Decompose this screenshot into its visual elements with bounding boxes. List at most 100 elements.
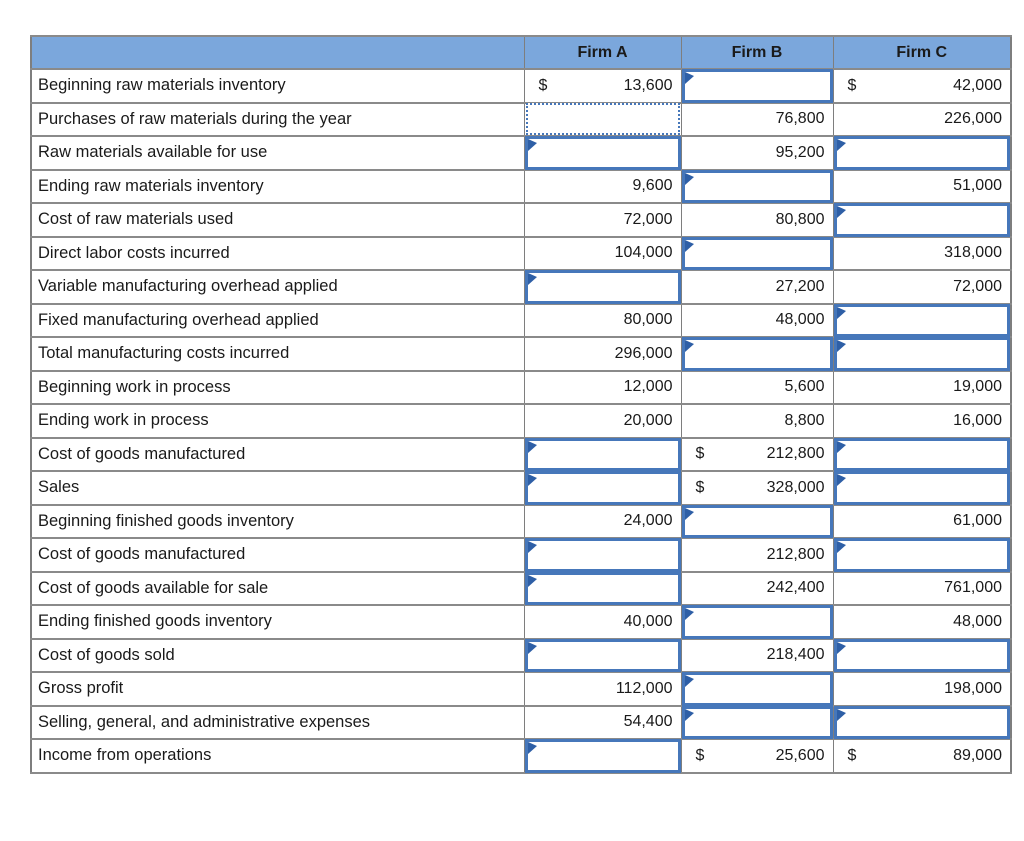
cell-marker-icon [836, 641, 846, 654]
cell-value: 12,000 [623, 378, 673, 396]
static-value-cell: 27,200 [682, 271, 833, 303]
answer-input[interactable] [833, 203, 1010, 237]
cell-value: 54,400 [623, 713, 673, 731]
static-value-cell: $42,000 [834, 70, 1011, 102]
table-row: Fixed manufacturing overhead applied 80,0… [30, 302, 1012, 338]
data-cell: 19,000 [832, 369, 1012, 405]
static-value-cell: 12,000 [525, 372, 681, 404]
answer-input[interactable] [524, 471, 681, 505]
cell-value: 296,000 [614, 344, 673, 362]
answer-input[interactable] [833, 437, 1010, 471]
static-value-cell: 61,000 [834, 506, 1011, 538]
data-cell: 112,000 [523, 671, 682, 707]
row-label: Sales [30, 470, 525, 506]
row-label: Direct labor costs incurred [30, 235, 525, 271]
data-cell: 5,600 [680, 369, 834, 405]
answer-input[interactable] [681, 705, 833, 739]
currency-symbol: $ [695, 746, 705, 764]
data-cell: 51,000 [832, 168, 1012, 204]
cell-marker-icon [527, 641, 537, 654]
header-firm-c: Firm C [832, 35, 1012, 70]
data-cell: 212,800 [680, 537, 834, 573]
cell-value: 226,000 [944, 110, 1002, 128]
answer-input[interactable] [833, 136, 1010, 170]
answer-input[interactable] [833, 303, 1010, 337]
cell-marker-icon [836, 541, 846, 553]
cell-value: 42,000 [953, 76, 1002, 94]
static-value-cell: 72,000 [834, 271, 1011, 303]
table-row: Beginning work in process 12,000 5,600 19,0… [30, 369, 1012, 405]
data-cell: 40,000 [523, 604, 682, 640]
data-cell: 198,000 [832, 671, 1012, 707]
data-cell [832, 336, 1012, 372]
selected-answer-input[interactable] [525, 102, 680, 135]
table-row: Variable manufacturing overhead applied 2… [30, 269, 1012, 305]
static-value-cell: $13,600 [525, 70, 681, 102]
data-cell [523, 637, 682, 673]
data-cell [680, 671, 834, 707]
cell-marker-icon [527, 440, 537, 453]
answer-input[interactable] [524, 571, 681, 605]
table-row: Cost of goods sold 218,400 [30, 637, 1012, 673]
data-cell: $89,000 [832, 738, 1012, 774]
table-row: Beginning raw materials inventory $13,600… [30, 68, 1012, 104]
static-value-cell: 51,000 [834, 171, 1011, 203]
cell-value: 242,400 [766, 579, 825, 597]
static-value-cell: 19,000 [834, 372, 1011, 404]
answer-input[interactable] [681, 169, 833, 203]
table-row: Cost of raw materials used 72,000 80,800 [30, 202, 1012, 238]
cell-value: 198,000 [944, 679, 1002, 697]
data-cell [832, 135, 1012, 171]
cell-marker-icon [836, 206, 846, 218]
answer-input[interactable] [524, 437, 681, 471]
data-cell: $212,800 [680, 436, 834, 472]
answer-input[interactable] [524, 638, 681, 672]
answer-input[interactable] [833, 337, 1010, 371]
cell-value: 19,000 [953, 378, 1002, 396]
answer-input[interactable] [524, 136, 681, 170]
answer-input[interactable] [681, 672, 833, 706]
data-cell: 61,000 [832, 503, 1012, 539]
row-label: Fixed manufacturing overhead applied [30, 302, 525, 338]
cell-value: 48,000 [953, 612, 1002, 630]
answer-input[interactable] [833, 538, 1010, 572]
static-value-cell: 296,000 [525, 338, 681, 370]
answer-input[interactable] [681, 69, 833, 103]
answer-input[interactable] [524, 538, 681, 572]
table-row: Direct labor costs incurred 104,000 318,00… [30, 235, 1012, 271]
data-cell: 242,400 [680, 570, 834, 606]
answer-input[interactable] [681, 236, 833, 270]
data-cell [680, 336, 834, 372]
answer-input[interactable] [833, 705, 1010, 739]
answer-input[interactable] [524, 270, 681, 304]
cell-value: 51,000 [953, 177, 1002, 195]
cell-value: 104,000 [614, 244, 673, 262]
data-cell: 318,000 [832, 235, 1012, 271]
data-cell [832, 202, 1012, 238]
data-cell [680, 235, 834, 271]
answer-input[interactable] [681, 504, 833, 538]
answer-input[interactable] [833, 471, 1010, 505]
answer-input[interactable] [681, 605, 833, 639]
cell-value: 40,000 [623, 612, 673, 630]
data-cell [523, 570, 682, 606]
static-value-cell: $89,000 [834, 740, 1011, 772]
answer-input[interactable] [524, 739, 681, 773]
cell-marker-icon [527, 474, 537, 486]
cell-value: 80,000 [623, 311, 673, 329]
table-row: Ending raw materials inventory 9,600 51,00… [30, 168, 1012, 204]
cell-marker-icon [836, 340, 846, 352]
cell-marker-icon [527, 273, 537, 285]
data-cell: 226,000 [832, 101, 1012, 137]
cell-value: 761,000 [944, 579, 1002, 597]
cell-marker-icon [684, 507, 694, 520]
cell-marker-icon [527, 742, 537, 754]
static-value-cell: 48,000 [682, 305, 833, 337]
header-blank-cell [30, 35, 525, 70]
answer-input[interactable] [681, 337, 833, 371]
answer-input[interactable] [833, 638, 1010, 672]
data-cell: 72,000 [832, 269, 1012, 305]
currency-symbol: $ [847, 746, 857, 764]
cell-marker-icon [836, 440, 846, 453]
data-cell: 24,000 [523, 503, 682, 539]
